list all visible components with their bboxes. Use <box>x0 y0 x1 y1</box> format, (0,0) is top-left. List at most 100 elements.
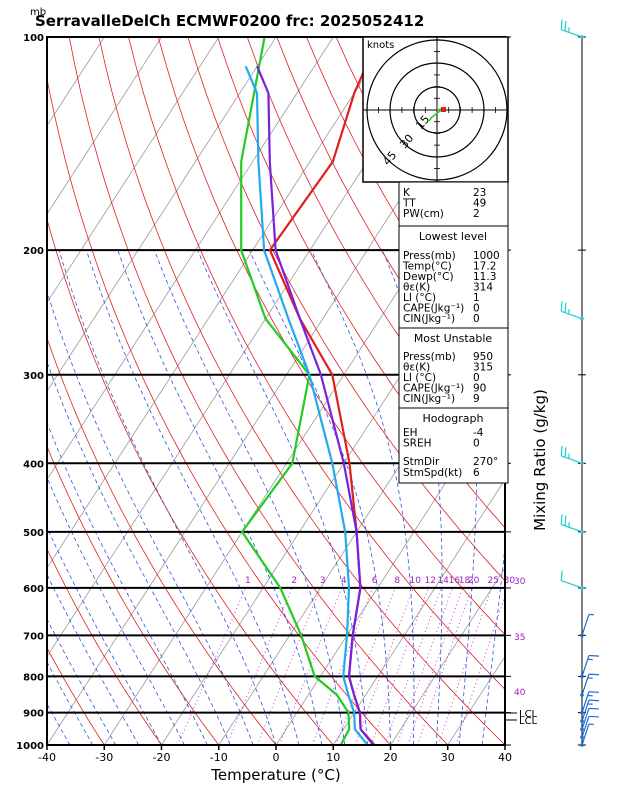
hodograph-ticks <box>366 39 508 181</box>
lowest-level-label: Press(mb) <box>403 250 456 262</box>
y-tick-label: 800 <box>23 672 44 683</box>
moist-adiabat-line <box>58 249 277 745</box>
wind-barb-staff <box>561 29 583 38</box>
hodograph-stat-value: 6 <box>473 467 480 479</box>
mixing-ratio-label: 18 <box>459 576 471 586</box>
lowest-level-heading: Lowest level <box>419 230 487 243</box>
lowest-level-label: CAPE(Jkg⁻¹) <box>403 303 464 315</box>
dry-adiabat-line <box>47 647 105 745</box>
hodograph-stat-label: StmDir <box>403 456 440 468</box>
y-tick-label: 300 <box>23 371 44 382</box>
dry-adiabat-line <box>47 336 277 745</box>
wind-barb-feather <box>564 302 567 313</box>
hodograph-stat-label: SREH <box>403 438 432 450</box>
lowest-level-label: θε(K) <box>403 282 430 294</box>
wind-barb <box>580 691 599 715</box>
wind-barb-staff <box>581 655 590 677</box>
mixing-ratio-line <box>437 587 492 745</box>
most-unstable-label: CAPE(Jkg⁻¹) <box>403 383 464 395</box>
wind-barb-staff <box>581 723 590 746</box>
wind-barb <box>580 673 599 697</box>
lowest-level-label: Temp(°C) <box>402 261 452 273</box>
most-unstable-label: θε(K) <box>403 362 430 374</box>
most-unstable-value: 9 <box>473 393 480 405</box>
wind-barb-feather <box>588 707 599 710</box>
wind-barb <box>580 715 599 740</box>
isotherm-line <box>332 478 505 745</box>
index-label: PW(cm) <box>403 208 444 220</box>
wind-barb-feather <box>588 699 599 702</box>
x-tick-label: 40 <box>498 751 512 764</box>
most-unstable-label: Press(mb) <box>403 351 456 363</box>
indices-box <box>398 181 509 227</box>
theta-label: 35 <box>514 633 525 643</box>
y-tick-label: 400 <box>23 459 44 470</box>
lcl-label-1: LCL <box>519 709 538 720</box>
isotherm-line <box>47 37 391 569</box>
lowest-level-value: 1 <box>473 292 480 304</box>
profile-line-1 <box>240 37 351 745</box>
lowest-level-label: Dewp(°C) <box>403 271 454 283</box>
mixing-ratio-line <box>396 587 453 745</box>
profile-line-2 <box>256 65 375 745</box>
mb-label: mb <box>30 7 46 18</box>
most-unstable-label: LI (°C) <box>403 372 436 384</box>
index-label: K <box>403 187 411 199</box>
x-tick-label: 0 <box>273 751 280 764</box>
mixing-ratio-label: 25 <box>487 576 498 586</box>
x-tick-label: -20 <box>153 751 171 764</box>
mixing-ratio-line <box>354 587 414 745</box>
wind-barb-staff <box>581 716 590 738</box>
most-unstable-value: 90 <box>473 383 486 395</box>
x-tick-label: 10 <box>326 751 340 764</box>
moist-adiabat-line <box>481 542 505 745</box>
wind-barb <box>560 301 584 321</box>
storm-motion-marker <box>441 107 446 112</box>
wind-barb <box>580 613 594 638</box>
lcl-label-2: LCL <box>519 716 538 727</box>
wind-barb <box>580 707 599 732</box>
wind-barb-feather <box>560 19 563 30</box>
mixing-ratio-label: 20 <box>468 576 480 586</box>
wind-barbs-column <box>560 19 599 747</box>
wind-barb-staff <box>561 310 583 320</box>
wind-barb-feather <box>560 570 563 581</box>
mixing-ratio-label: 16 <box>449 576 461 586</box>
hodograph-stat-label: StmSpd(kt) <box>403 467 462 479</box>
y-tick-label: 100 <box>23 33 44 44</box>
wind-barb-feather <box>560 445 563 456</box>
wind-barb-staff <box>561 579 583 589</box>
wind-barb-feather <box>588 654 599 657</box>
most-unstable-label: CIN(Jkg⁻¹) <box>403 393 455 405</box>
wind-barb <box>560 445 584 466</box>
x-axis-ticks: -40 -30 -20 -10 0 10 20 30 40 <box>38 745 512 764</box>
mixing-ratio-label: 14 <box>437 576 449 586</box>
mixing-ratio-label: 2 <box>291 576 297 586</box>
wind-barb <box>580 654 599 679</box>
isotherm-line <box>47 37 334 481</box>
hodograph-stat-value: -4 <box>473 427 484 439</box>
mixing-ratio-label: 6 <box>372 576 378 586</box>
mixing-ratio-label: 8 <box>394 576 400 586</box>
theta-label: 40 <box>514 688 526 698</box>
isotherm-line <box>47 37 220 304</box>
dry-adiabat-line <box>47 548 162 745</box>
most-unstable-value: 0 <box>473 372 480 384</box>
mixing-ratio-label: 12 <box>424 576 435 586</box>
profile-lines <box>240 37 381 745</box>
theta-label: 30 <box>514 577 526 587</box>
wind-barb-staff <box>581 708 590 730</box>
index-value: 2 <box>473 208 480 220</box>
moist-adiabat-line <box>47 618 117 745</box>
wind-barb-staff <box>581 614 590 636</box>
moist-adiabat-line <box>197 249 368 745</box>
dry-adiabat-line <box>47 445 220 745</box>
moist-adiabat-line <box>47 290 254 745</box>
dry-adiabat-line <box>68 37 449 745</box>
wind-barb-feather <box>564 515 567 526</box>
wind-barb-feather <box>560 301 563 312</box>
lowest-level-value: 0 <box>473 313 480 325</box>
most-unstable-value: 950 <box>473 351 493 363</box>
y-tick-label: 200 <box>23 246 44 257</box>
